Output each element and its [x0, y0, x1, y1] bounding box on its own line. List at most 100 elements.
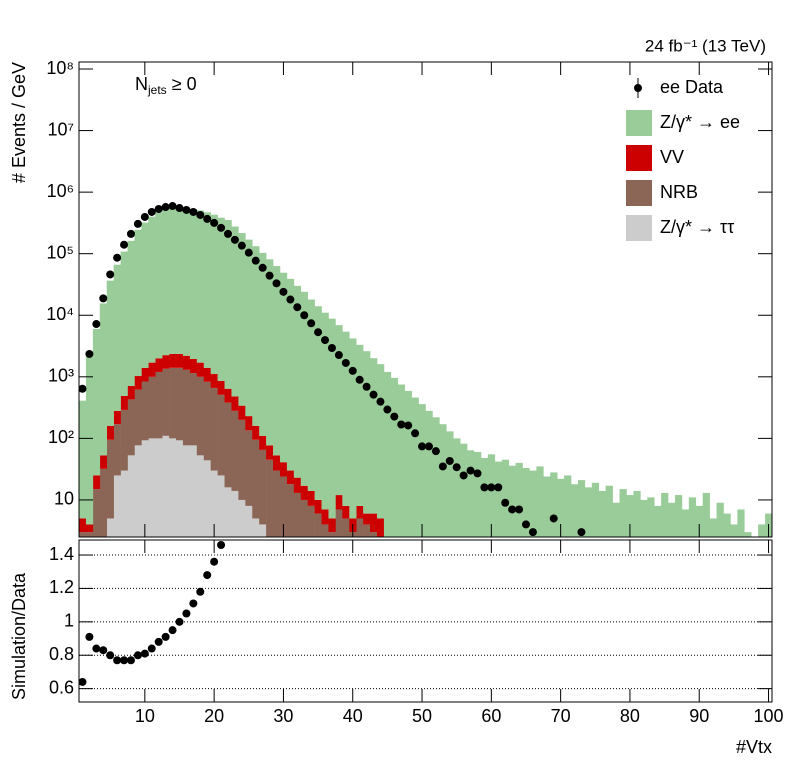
data-point	[293, 303, 302, 312]
data-point	[418, 442, 427, 451]
x-tick-label: 40	[343, 706, 363, 726]
data-point	[217, 223, 226, 232]
histogram-bar	[169, 438, 177, 537]
histogram-bar	[321, 509, 329, 525]
histogram-bar	[92, 328, 101, 476]
histogram-bar	[453, 438, 461, 537]
histogram-bar	[356, 518, 364, 537]
histogram-bar	[342, 331, 350, 506]
ratio-plot	[79, 541, 772, 690]
histogram-bar	[266, 445, 274, 460]
histogram-bar	[203, 367, 211, 382]
histogram-bar	[335, 325, 343, 496]
histogram-bar	[411, 397, 419, 537]
histogram-bar	[328, 518, 336, 533]
histogram-bar	[245, 416, 253, 431]
y-tick-label: 10⁸	[46, 58, 74, 78]
histogram-bar	[293, 492, 302, 537]
histogram-bar	[307, 490, 315, 506]
annotation-text: N	[135, 74, 148, 94]
data-point	[480, 483, 489, 492]
histogram-bar	[259, 524, 267, 537]
histogram-bar	[758, 524, 766, 537]
histogram-bar	[584, 487, 593, 537]
histogram-bar	[342, 518, 350, 537]
histogram-bar	[376, 518, 385, 537]
histogram-bar	[439, 424, 447, 537]
histogram-bar	[640, 499, 648, 537]
data-point	[501, 498, 510, 507]
y-tick-label: 0.6	[49, 677, 74, 697]
histogram-bar	[224, 402, 232, 488]
histogram-bar	[356, 505, 364, 519]
histogram-bar	[106, 518, 114, 537]
histogram-bar	[279, 272, 288, 463]
data-point	[113, 253, 122, 262]
histogram-bar	[293, 285, 302, 478]
histogram-bar	[494, 461, 503, 537]
histogram-bar	[432, 417, 440, 537]
histogram-bar	[702, 492, 710, 537]
histogram-bar	[286, 484, 295, 537]
histogram-bar	[155, 212, 163, 359]
data-point	[577, 528, 586, 537]
ratio-point	[113, 656, 122, 665]
histogram-bar	[598, 490, 606, 537]
histogram-bar	[203, 212, 211, 368]
histogram-bar	[162, 368, 170, 436]
histogram-bar	[79, 400, 87, 519]
histogram-bar	[259, 435, 267, 450]
histogram-bar	[716, 502, 724, 537]
histogram-bar	[681, 509, 690, 537]
histogram-bar	[155, 371, 163, 439]
data-point	[369, 390, 378, 399]
histogram-bar	[127, 399, 135, 456]
ratio-point	[106, 651, 115, 660]
histogram-bar	[688, 497, 697, 537]
histogram-bar	[113, 264, 121, 411]
histogram-bar	[141, 367, 149, 382]
data-point	[244, 248, 253, 257]
data-point	[182, 205, 191, 214]
histogram-bar	[737, 509, 745, 537]
histogram-bar	[141, 381, 149, 441]
histogram-bar	[286, 278, 295, 471]
histogram-bar	[120, 409, 128, 471]
histogram-bar	[162, 209, 170, 356]
histogram-bar	[196, 455, 205, 537]
histogram-bar	[245, 505, 253, 537]
histogram-bar	[564, 475, 572, 537]
annotation-suffix: ≥ 0	[172, 74, 197, 94]
histogram-bar	[300, 485, 308, 500]
histogram-bar	[626, 495, 634, 537]
x-tick-label: 80	[620, 706, 640, 726]
histogram-bar	[591, 482, 600, 537]
histogram-bar	[730, 524, 738, 537]
y-tick-label: 10³	[48, 366, 74, 386]
data-point	[251, 256, 260, 265]
histogram-bar	[370, 513, 378, 533]
ratio-point	[147, 644, 156, 653]
y-tick-label: 1.2	[49, 577, 74, 597]
chart-title: 24 fb⁻¹ (13 TeV)	[645, 36, 766, 55]
histogram-bar	[383, 371, 392, 537]
histogram-bar	[279, 476, 288, 537]
histogram-bar	[134, 445, 142, 537]
ratio-point	[168, 626, 177, 635]
data-point	[265, 271, 274, 280]
histogram-bar	[480, 457, 489, 537]
histogram-bar	[231, 410, 239, 491]
data-point	[126, 229, 135, 238]
histogram-bar	[335, 495, 343, 510]
x-tick-label: 100	[754, 706, 784, 726]
data-point	[334, 351, 343, 360]
histogram-bar	[259, 252, 267, 436]
histogram-bar	[217, 217, 225, 381]
histogram-bar	[120, 395, 128, 410]
histogram-bar	[633, 490, 641, 537]
legend-label: Z/γ* → ττ	[660, 217, 734, 237]
main-frame	[78, 61, 773, 538]
histogram-bar	[501, 459, 509, 537]
histogram-bar	[217, 380, 225, 395]
histogram-bar	[210, 470, 218, 537]
